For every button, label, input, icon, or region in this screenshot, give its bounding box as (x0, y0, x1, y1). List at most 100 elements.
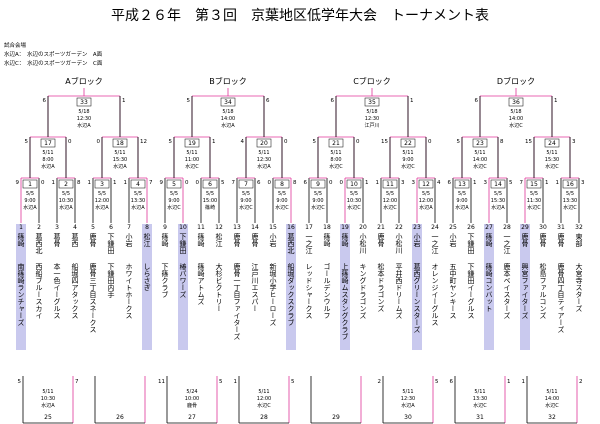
team-area: 篠崎 (323, 232, 331, 247)
block-label: Aブロック (65, 76, 102, 86)
game-venue: 水辺C (401, 163, 415, 170)
game-number-box (472, 138, 488, 148)
game-venue: 水辺A (491, 204, 505, 211)
score: 3 (484, 180, 488, 186)
game-venue: 水辺C (473, 163, 487, 170)
game-time: 9:00 (456, 198, 467, 204)
score: 4 (437, 180, 441, 186)
game-time: 15:30 (113, 157, 127, 163)
score: 1 (507, 379, 511, 385)
team-number: 12 (215, 224, 223, 231)
game-date: 5/11 (402, 150, 413, 156)
game-date: 5/18 (222, 109, 233, 115)
game-venue: 水辺A (131, 204, 145, 211)
score: 0 (41, 180, 45, 186)
game-number-box (508, 97, 524, 107)
game-venue: 水辺C (545, 163, 559, 170)
score: 1 (122, 98, 126, 104)
venue-heading: 試合会場 (4, 41, 27, 49)
game-date: 5/5 (98, 191, 106, 197)
game-date: 5/5 (566, 191, 574, 197)
score: 0 (68, 139, 72, 145)
game-number: 30 (404, 414, 412, 421)
score: 1 (522, 379, 526, 385)
team-area: 下鎌田 (179, 233, 187, 255)
game-date: 5/5 (386, 191, 394, 197)
score: 6 (257, 180, 261, 186)
game-date: 5/11 (546, 150, 557, 156)
game-number: 23 (476, 140, 484, 147)
game-venue: 篠崎 (205, 204, 215, 211)
score: 7 (520, 180, 524, 186)
game-venue: 水辺C (563, 204, 577, 211)
game-number-box (220, 97, 236, 107)
score: 7 (232, 180, 236, 186)
score: 0 (329, 180, 333, 186)
team-number: 9 (163, 224, 167, 231)
game-venue: 鹿骨 (187, 402, 197, 409)
game-number: 19 (188, 140, 196, 147)
team-highlight (16, 224, 26, 350)
block-label: Cブロック (353, 76, 391, 86)
team-number: 20 (359, 224, 367, 231)
game-number-box (418, 179, 434, 189)
team-area: 篠崎 (197, 232, 205, 247)
team-area: 松江 (143, 232, 151, 248)
game-venue: 水辺C (275, 204, 289, 211)
game-date: 5/5 (62, 191, 70, 197)
game-venue: 水辺C (311, 204, 325, 211)
team-highlight (520, 224, 530, 350)
team-area: 一之江 (431, 233, 439, 255)
score: 3 (572, 139, 576, 145)
score: 5 (219, 379, 223, 385)
game-number: 5 (172, 181, 176, 188)
team-name: 西船ブルースカイ (35, 263, 43, 319)
game-venue: 江戸川 (364, 122, 379, 129)
score: 5 (509, 180, 513, 186)
team-number: 17 (305, 224, 313, 231)
game-time: 9:00 (402, 157, 413, 163)
score: 1 (113, 180, 117, 186)
game-time: 12:30 (365, 116, 379, 122)
game-number-box (256, 138, 272, 148)
team-number: 18 (323, 224, 331, 231)
team-area: 葛西北 (287, 232, 295, 255)
score: 7 (75, 379, 79, 385)
game-date: 5/18 (78, 109, 89, 115)
team-name: 鹿本ベイスターズ (503, 262, 511, 319)
score: 6 (266, 98, 270, 104)
game-number: 13 (458, 181, 466, 188)
team-number: 10 (179, 224, 187, 231)
team-number: 30 (539, 224, 547, 231)
game-number: 22 (404, 140, 412, 147)
game-time: 12:00 (383, 198, 397, 204)
team-number: 28 (503, 224, 511, 231)
team-name: 五中町ヤンキース (449, 263, 457, 319)
team-area: 鹿骨 (557, 232, 565, 247)
score: 11 (158, 379, 165, 385)
team-number: 24 (431, 224, 439, 231)
game-number: 7 (244, 181, 248, 188)
game-number: 4 (136, 181, 140, 188)
game-venue: 水辺A (77, 122, 91, 129)
team-area: 下鎌田 (467, 233, 475, 255)
team-name: レッドシャークス (305, 263, 313, 319)
score: 1 (365, 180, 369, 186)
game-number-box (112, 138, 128, 148)
game-venue: 水辺C (527, 204, 541, 211)
team-number: 22 (395, 224, 403, 231)
game-date: 5/18 (366, 109, 377, 115)
game-number: 35 (368, 99, 376, 106)
team-number: 13 (233, 224, 241, 231)
game-time: 12:30 (257, 157, 271, 163)
game-number: 27 (188, 414, 196, 421)
team-name: しらさぎ (143, 263, 151, 291)
score: 1 (473, 180, 477, 186)
team-area: 下鎌田 (107, 233, 115, 255)
score: 4 (241, 139, 245, 145)
team-area: 鹿骨 (233, 232, 241, 247)
game-venue: 水辺A (401, 402, 415, 409)
team-number: 6 (109, 224, 113, 231)
game-venue: 水辺C (347, 204, 361, 211)
game-date: 5/5 (350, 191, 358, 197)
